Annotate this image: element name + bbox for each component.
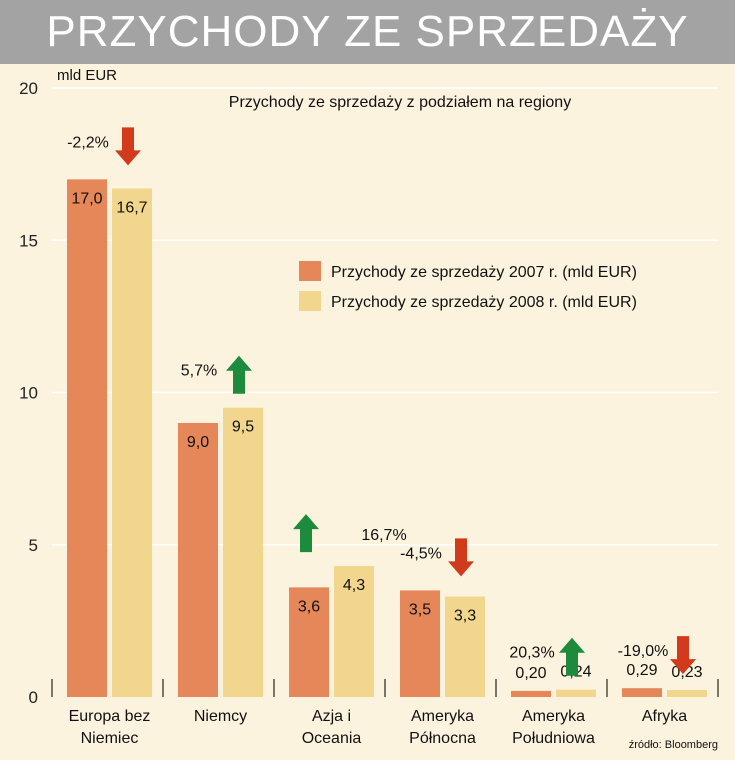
change-percent-label: 5,7% — [181, 363, 217, 380]
y-tick-label: 15 — [19, 231, 38, 250]
arrow-up-icon — [226, 355, 252, 394]
bar-value-label: 3,6 — [298, 598, 320, 615]
axis: 0 5 10 15 20 Europa bez Niemiec Niemcy Azja i Oce… — [19, 79, 719, 747]
bar-2007 — [289, 587, 329, 697]
category-label: Północna — [409, 730, 476, 747]
legend: Przychody ze sprzedaży 2007 r. (mld EUR)… — [299, 261, 637, 311]
bar-value-label: 0,20 — [515, 665, 546, 682]
change-annotations: -2,2% 5,7% 16,7%-4,5% 20,3% -19,0% — [67, 127, 696, 676]
bar-value-label: 9,0 — [187, 434, 209, 451]
legend-swatch-2007 — [299, 261, 321, 281]
bar-2008 — [445, 596, 485, 697]
arrow-up-icon — [559, 637, 585, 676]
bar-value-label: 0,29 — [626, 662, 657, 679]
category-label: Południowa — [512, 730, 595, 747]
legend-label-2007: Przychody ze sprzedaży 2007 r. (mld EUR) — [331, 264, 637, 281]
bar-2007 — [400, 590, 440, 697]
y-tick-label: 20 — [19, 79, 38, 98]
legend-swatch-2008 — [299, 291, 321, 311]
category-label: Oceania — [302, 730, 362, 747]
arrow-down-icon — [448, 538, 474, 577]
change-percent-label: -2,2% — [67, 134, 109, 151]
page-title: PRZYCHODY ZE SPRZEDAŻY — [46, 7, 689, 56]
category-label: Ameryka — [411, 708, 474, 725]
gridlines — [52, 87, 718, 546]
y-tick-label: 5 — [29, 536, 38, 555]
y-tick-label: 10 — [19, 384, 38, 403]
category-label: Ameryka — [522, 708, 585, 725]
bar-2008 — [223, 407, 263, 697]
category-label: Afryka — [642, 708, 687, 725]
bar-2008 — [334, 566, 374, 697]
bar-value-label: 16,7 — [116, 199, 147, 216]
y-axis-unit-label: mld EUR — [57, 67, 117, 84]
legend-label-2008: Przychody ze sprzedaży 2008 r. (mld EUR) — [331, 294, 637, 311]
bar-value-label: 9,5 — [232, 419, 254, 436]
bar-2008 — [556, 689, 596, 697]
bar-value-label: 4,3 — [343, 577, 365, 594]
arrow-down-icon — [670, 636, 696, 675]
arrow-down-icon — [115, 127, 141, 166]
category-label: Niemcy — [194, 708, 247, 725]
bar-2008 — [667, 689, 707, 697]
bar-2008 — [112, 188, 152, 698]
bar-2007 — [622, 688, 662, 697]
bar-value-label: 3,3 — [454, 608, 476, 625]
chart-subtitle: Przychody ze sprzedaży z podziałem na re… — [229, 94, 571, 111]
source-note: źródło: Bloomberg — [629, 739, 718, 751]
bar-2007 — [178, 422, 218, 697]
bar-value-label: 3,5 — [409, 601, 431, 618]
arrow-up-icon — [293, 514, 319, 553]
y-tick-label: 0 — [29, 688, 38, 707]
bar-2007 — [511, 690, 551, 697]
bar-2007 — [67, 179, 107, 698]
category-label: Azja i — [312, 708, 351, 725]
bars — [67, 179, 707, 698]
bar-value-label: 17,0 — [71, 190, 102, 207]
change-percent-label: 16,7% — [361, 527, 406, 544]
change-percent-label: -4,5% — [400, 545, 442, 562]
chart-header: PRZYCHODY ZE SPRZEDAŻY — [0, 0, 735, 64]
change-percent-label: 20,3% — [509, 645, 554, 662]
category-label: Europa bez — [69, 708, 151, 725]
change-percent-label: -19,0% — [618, 643, 669, 660]
category-label: Niemiec — [81, 730, 139, 747]
